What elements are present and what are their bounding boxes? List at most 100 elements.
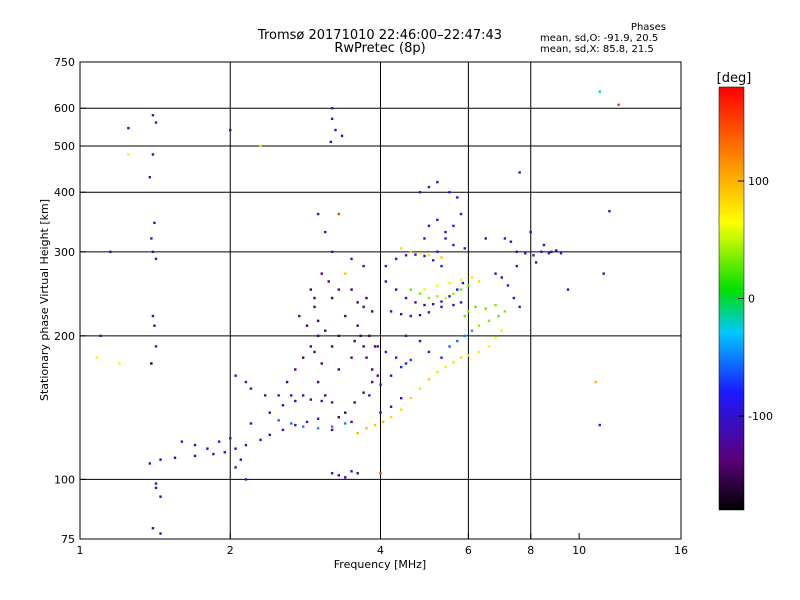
data-point xyxy=(316,212,320,216)
data-point xyxy=(467,354,470,357)
data-point xyxy=(316,334,320,338)
data-point xyxy=(324,329,327,332)
data-point xyxy=(389,310,393,313)
data-point xyxy=(418,339,422,343)
data-point xyxy=(431,259,435,262)
data-point xyxy=(150,362,153,365)
data-point xyxy=(459,301,463,304)
data-point xyxy=(294,423,297,427)
data-point xyxy=(154,482,158,485)
data-point xyxy=(249,422,253,425)
data-point xyxy=(494,303,497,307)
data-point xyxy=(301,425,305,428)
data-point xyxy=(309,345,312,348)
data-point xyxy=(427,254,431,257)
data-point xyxy=(154,121,158,124)
data-point xyxy=(329,140,332,144)
data-point xyxy=(540,250,543,254)
data-point xyxy=(234,374,237,377)
data-point xyxy=(381,420,385,424)
data-point xyxy=(327,280,330,283)
data-point xyxy=(509,240,513,243)
data-point xyxy=(362,305,365,309)
data-point xyxy=(309,288,312,291)
data-point xyxy=(150,237,153,240)
data-point xyxy=(305,324,309,327)
data-point xyxy=(414,301,417,304)
data-point xyxy=(452,361,455,364)
data-point xyxy=(423,288,426,291)
data-point xyxy=(484,237,487,240)
data-point xyxy=(423,254,426,258)
data-point xyxy=(281,428,285,432)
data-point xyxy=(409,250,412,254)
data-point xyxy=(285,380,289,384)
phase-stats-heading: Phases xyxy=(630,22,666,33)
data-point xyxy=(399,312,403,316)
data-point xyxy=(440,256,443,259)
data-point xyxy=(484,307,487,310)
data-point xyxy=(371,310,374,313)
data-point xyxy=(427,311,431,314)
data-point xyxy=(368,334,371,338)
data-point xyxy=(487,319,491,323)
data-point xyxy=(249,387,253,390)
data-point xyxy=(444,237,447,240)
data-point xyxy=(99,334,102,338)
data-point xyxy=(344,314,347,318)
data-point xyxy=(515,250,518,254)
data-point xyxy=(506,284,510,287)
data-point xyxy=(151,314,155,318)
data-point xyxy=(524,252,527,255)
data-point xyxy=(362,345,365,348)
data-point xyxy=(440,300,443,303)
data-point xyxy=(444,365,447,369)
data-point xyxy=(330,425,334,428)
data-point xyxy=(153,324,156,327)
data-point xyxy=(409,288,412,291)
data-point xyxy=(431,302,435,306)
data-point xyxy=(448,281,451,285)
data-point xyxy=(598,423,601,427)
data-point xyxy=(463,314,466,318)
data-point xyxy=(459,278,463,282)
data-point xyxy=(151,527,155,530)
data-point xyxy=(404,334,408,338)
data-point xyxy=(384,264,388,268)
data-point xyxy=(159,495,162,498)
data-point xyxy=(376,374,379,377)
data-point xyxy=(180,440,184,443)
data-point xyxy=(316,427,320,430)
y-tick-label: 400 xyxy=(54,186,75,199)
data-point xyxy=(239,458,243,461)
data-point xyxy=(148,176,152,179)
data-point xyxy=(151,250,155,254)
data-point xyxy=(399,365,403,369)
chart-subtitle: RwPretec (8p) xyxy=(334,41,426,56)
data-point xyxy=(148,462,152,465)
data-point xyxy=(470,329,474,332)
data-point xyxy=(212,452,215,456)
data-point xyxy=(436,180,439,184)
data-point xyxy=(423,303,426,307)
data-point xyxy=(268,433,271,437)
y-tick-label: 600 xyxy=(54,102,75,115)
data-point xyxy=(277,394,280,397)
data-point xyxy=(477,350,481,354)
data-point xyxy=(320,399,323,403)
data-point xyxy=(259,144,262,148)
data-point xyxy=(497,314,500,318)
data-point xyxy=(463,247,466,250)
data-point xyxy=(456,339,459,343)
data-point xyxy=(394,257,398,261)
data-point xyxy=(418,387,422,390)
data-point xyxy=(344,476,347,479)
data-point xyxy=(264,394,267,397)
data-point xyxy=(356,431,359,435)
x-tick-label: 6 xyxy=(465,544,472,557)
data-point xyxy=(608,209,611,213)
data-point xyxy=(350,470,353,473)
data-point xyxy=(154,486,158,490)
data-point xyxy=(127,153,130,156)
data-point xyxy=(448,345,451,348)
